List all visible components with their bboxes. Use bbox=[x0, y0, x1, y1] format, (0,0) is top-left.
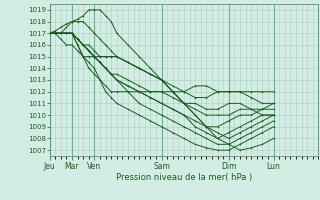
X-axis label: Pression niveau de la mer( hPa ): Pression niveau de la mer( hPa ) bbox=[116, 173, 252, 182]
